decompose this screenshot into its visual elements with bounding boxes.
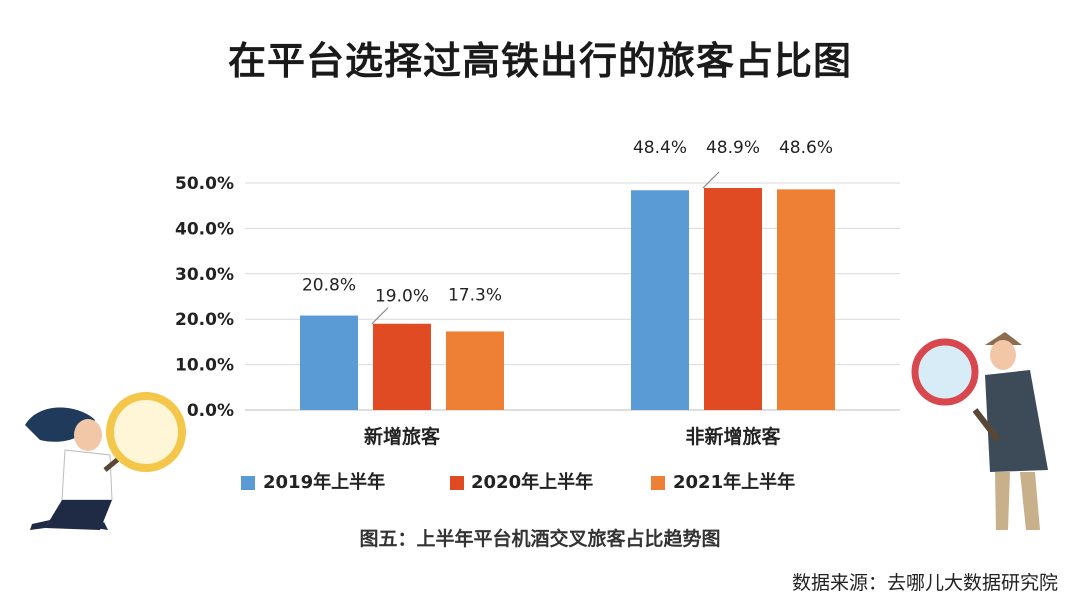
x-category-label: 新增旅客 [364,425,441,448]
y-tick-label: 0.0% [187,401,234,421]
legend-label-2019: 2019年上半年 [263,471,385,493]
data-label-leader-line [371,307,389,325]
data-label: 48.9% [706,138,760,158]
data-label: 48.6% [779,138,833,158]
data-label-leader-line [702,171,720,189]
data-source: 数据来源：去哪儿大数据研究院 [791,572,1058,594]
legend-label-2020: 2020年上半年 [471,471,593,493]
legend-swatch-2019 [241,476,255,490]
chart-title: 在平台选择过高铁出行的旅客占比图 [227,39,852,83]
legend-swatch-2020 [450,476,464,490]
y-tick-label: 30.0% [175,265,234,285]
legend-label-2021: 2021年上半年 [673,471,795,493]
y-tick-label: 20.0% [175,310,234,330]
bar [777,189,835,410]
y-tick-label: 50.0% [175,174,234,194]
woman-with-magnifier-illustration [25,392,186,530]
bar [373,323,431,410]
y-tick-label: 10.0% [175,356,234,376]
data-label: 48.4% [633,138,687,158]
bar [446,331,504,410]
bar [631,190,689,410]
data-label: 20.8% [302,276,356,296]
legend-swatch-2021 [651,476,665,490]
y-tick-label: 40.0% [175,219,234,239]
bar [300,315,358,410]
bar [704,187,762,410]
chart-caption: 图五：上半年平台机酒交叉旅客占比趋势图 [359,528,721,550]
x-category-label: 非新增旅客 [685,425,781,448]
detective-with-magnifier-illustration [911,332,1048,530]
data-label: 19.0% [375,287,429,307]
data-label: 17.3% [448,285,502,305]
